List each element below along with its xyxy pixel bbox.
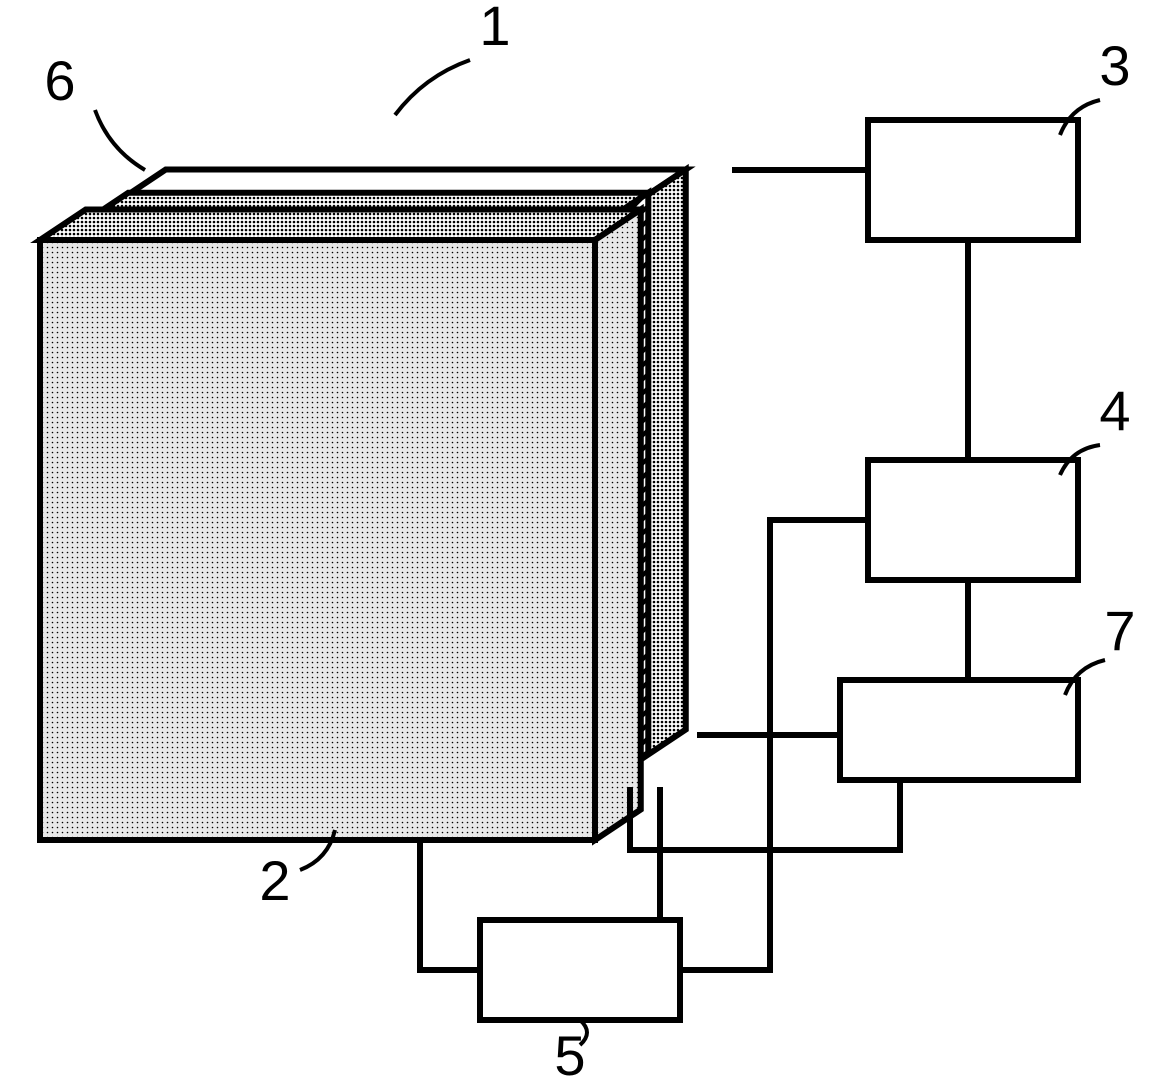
label-leader bbox=[395, 60, 470, 115]
label-L7: 7 bbox=[1104, 599, 1135, 662]
block-b7 bbox=[840, 680, 1078, 780]
label-L4: 4 bbox=[1099, 379, 1130, 442]
slab-2-front bbox=[40, 209, 641, 840]
label-L6: 6 bbox=[44, 49, 75, 112]
block-b5 bbox=[480, 920, 680, 1020]
label-L5: 5 bbox=[554, 1024, 585, 1087]
wire bbox=[420, 840, 480, 970]
label-L2: 2 bbox=[259, 849, 290, 912]
block-b4 bbox=[868, 460, 1078, 580]
label-L1: 1 bbox=[479, 0, 510, 57]
label-L3: 3 bbox=[1099, 34, 1130, 97]
label-leader bbox=[95, 110, 145, 170]
block-b3 bbox=[868, 120, 1078, 240]
wire bbox=[630, 780, 900, 850]
